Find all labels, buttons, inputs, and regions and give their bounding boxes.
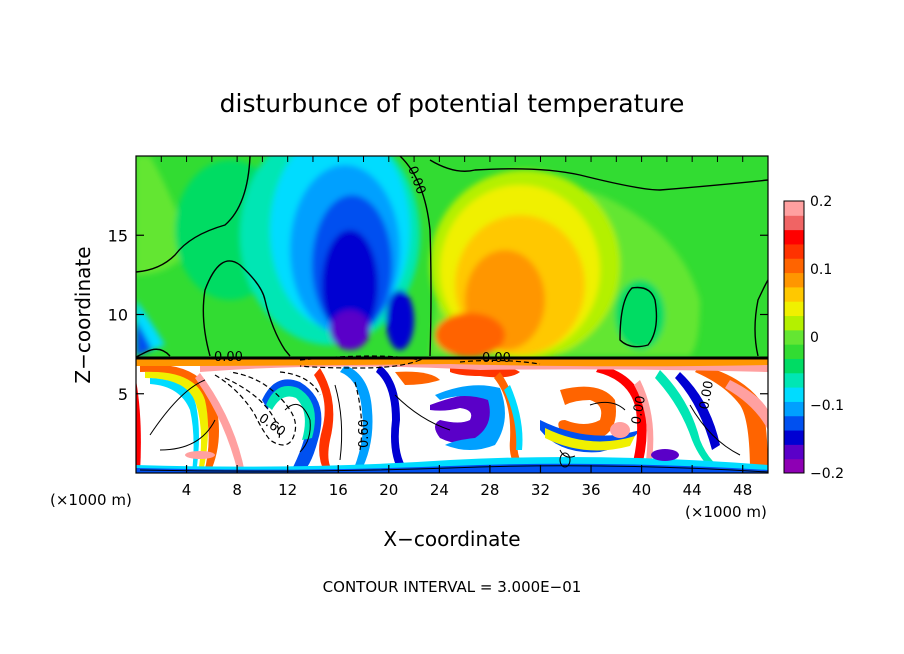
colorbar-swatch <box>784 344 804 359</box>
x-tick-label: 48 <box>733 481 752 499</box>
x-axis-label: X−coordinate <box>383 527 520 551</box>
y-axis: 5 10 15 <box>108 226 768 404</box>
lower-contours <box>139 379 768 473</box>
colorbar-swatch <box>784 301 804 317</box>
contour-interval-note: CONTOUR INTERVAL = 3.000E−01 <box>323 578 582 596</box>
x-tick-label: 32 <box>531 481 550 499</box>
x-tick-label: 40 <box>632 481 651 499</box>
colorbar-swatch <box>784 444 804 460</box>
colorbar-swatch <box>784 286 804 302</box>
colorbar-swatch <box>784 372 804 388</box>
colorbar-swatch <box>784 201 804 216</box>
y-tick-label: 10 <box>108 306 128 325</box>
x-tick-label: 16 <box>329 481 348 499</box>
colorbar-tick-label: −0.1 <box>810 398 844 414</box>
contour-label: 0.00 <box>482 351 511 366</box>
contour-label: 0.00 <box>214 350 243 365</box>
colorbar-tick-label: −0.2 <box>810 466 844 482</box>
colorbar-frame <box>783 200 805 474</box>
x-tick-label: 12 <box>278 481 297 499</box>
chart-title: disturbunce of potential temperature <box>220 89 685 118</box>
y-tick-label: 15 <box>108 226 128 245</box>
x-tick-label: 4 <box>182 481 192 499</box>
upper-contours <box>136 156 768 358</box>
colorbar-swatch <box>784 229 804 245</box>
contour-label: 0.00 <box>629 395 649 426</box>
x-axis: 4 8 12 16 20 24 28 32 36 40 44 48 <box>160 156 752 499</box>
y-tick-label: 5 <box>118 385 128 404</box>
x-tick-label: 24 <box>430 481 449 499</box>
colorbar-swatch <box>784 358 804 374</box>
colorbar-swatch <box>784 458 804 474</box>
colorbar-swatch <box>784 329 804 345</box>
colorbar-swatch <box>784 415 804 431</box>
plot-area: 0.00 0.00 0.00 0.60 0.60 0.00 0.00 <box>136 156 768 473</box>
contour-label: 0.60 <box>357 419 372 448</box>
x-tick-label: 36 <box>581 481 600 499</box>
x-tick-label: 8 <box>232 481 242 499</box>
x-tick-label: 28 <box>480 481 499 499</box>
upper-positive-anomalies <box>430 170 700 360</box>
x-tick-label: 20 <box>379 481 398 499</box>
colorbar-swatch <box>784 315 804 331</box>
lower-turbulent-field <box>136 357 768 473</box>
colorbar-swatch <box>784 258 804 274</box>
y-axis-label: Z−coordinate <box>71 246 95 383</box>
colorbar-swatch <box>784 387 804 402</box>
x-unit-right: (×1000 m) <box>685 503 767 521</box>
colorbar-tick-label: 0 <box>810 330 819 346</box>
colorbar-tick-label: 0.2 <box>810 194 832 210</box>
upper-negative-anomalies <box>136 156 420 356</box>
colorbar-tick-label: 0.1 <box>810 262 832 278</box>
lower-dashed-contours <box>214 355 541 451</box>
contour-label: 0.00 <box>697 380 717 411</box>
x-tick-label: 44 <box>683 481 702 499</box>
colorbar-swatch <box>784 272 804 288</box>
colorbar-swatch <box>784 401 804 417</box>
colorbar-swatch <box>784 430 804 445</box>
colorbar: 0.2 0.1 0 −0.1 −0.2 <box>783 194 844 482</box>
colorbar-swatch <box>784 243 804 259</box>
colorbar-swatch <box>784 215 804 231</box>
x-unit-left: (×1000 m) <box>50 491 132 509</box>
